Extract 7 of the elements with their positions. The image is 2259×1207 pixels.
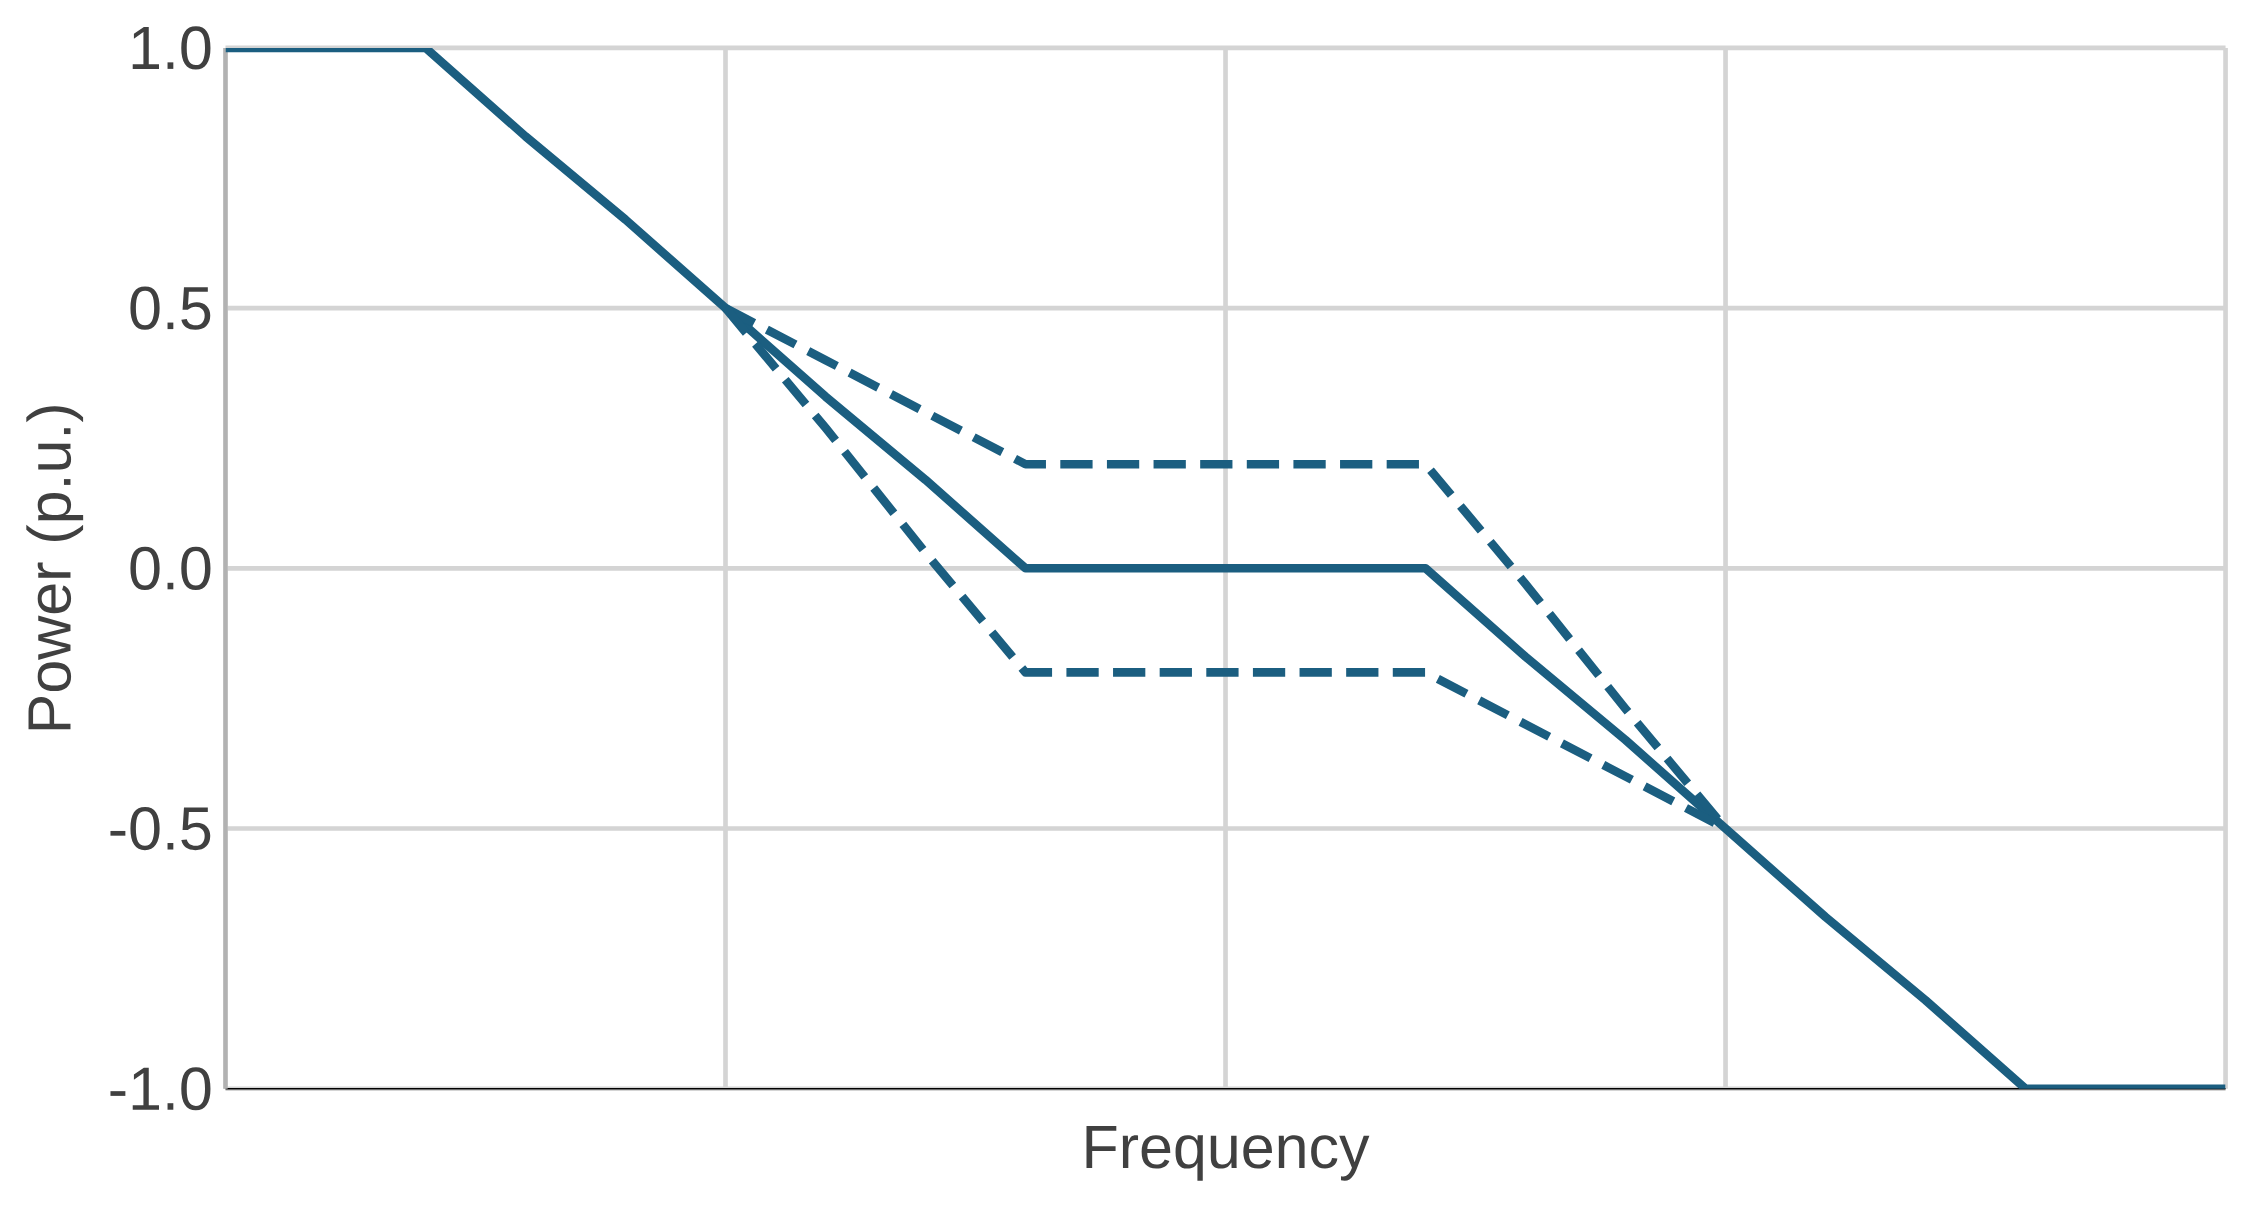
y-tick-label: 0.5 [130, 286, 211, 330]
y-tick-label: 0.0 [130, 546, 211, 590]
y-tick-label: -0.5 [110, 806, 211, 851]
x-axis-title: Frequency [1086, 1126, 1370, 1181]
y-tick-label: 1.0 [132, 26, 211, 70]
y-tick-label: -1.0 [110, 1067, 211, 1111]
y-axis-title: Power (p.u.) [26, 406, 84, 730]
